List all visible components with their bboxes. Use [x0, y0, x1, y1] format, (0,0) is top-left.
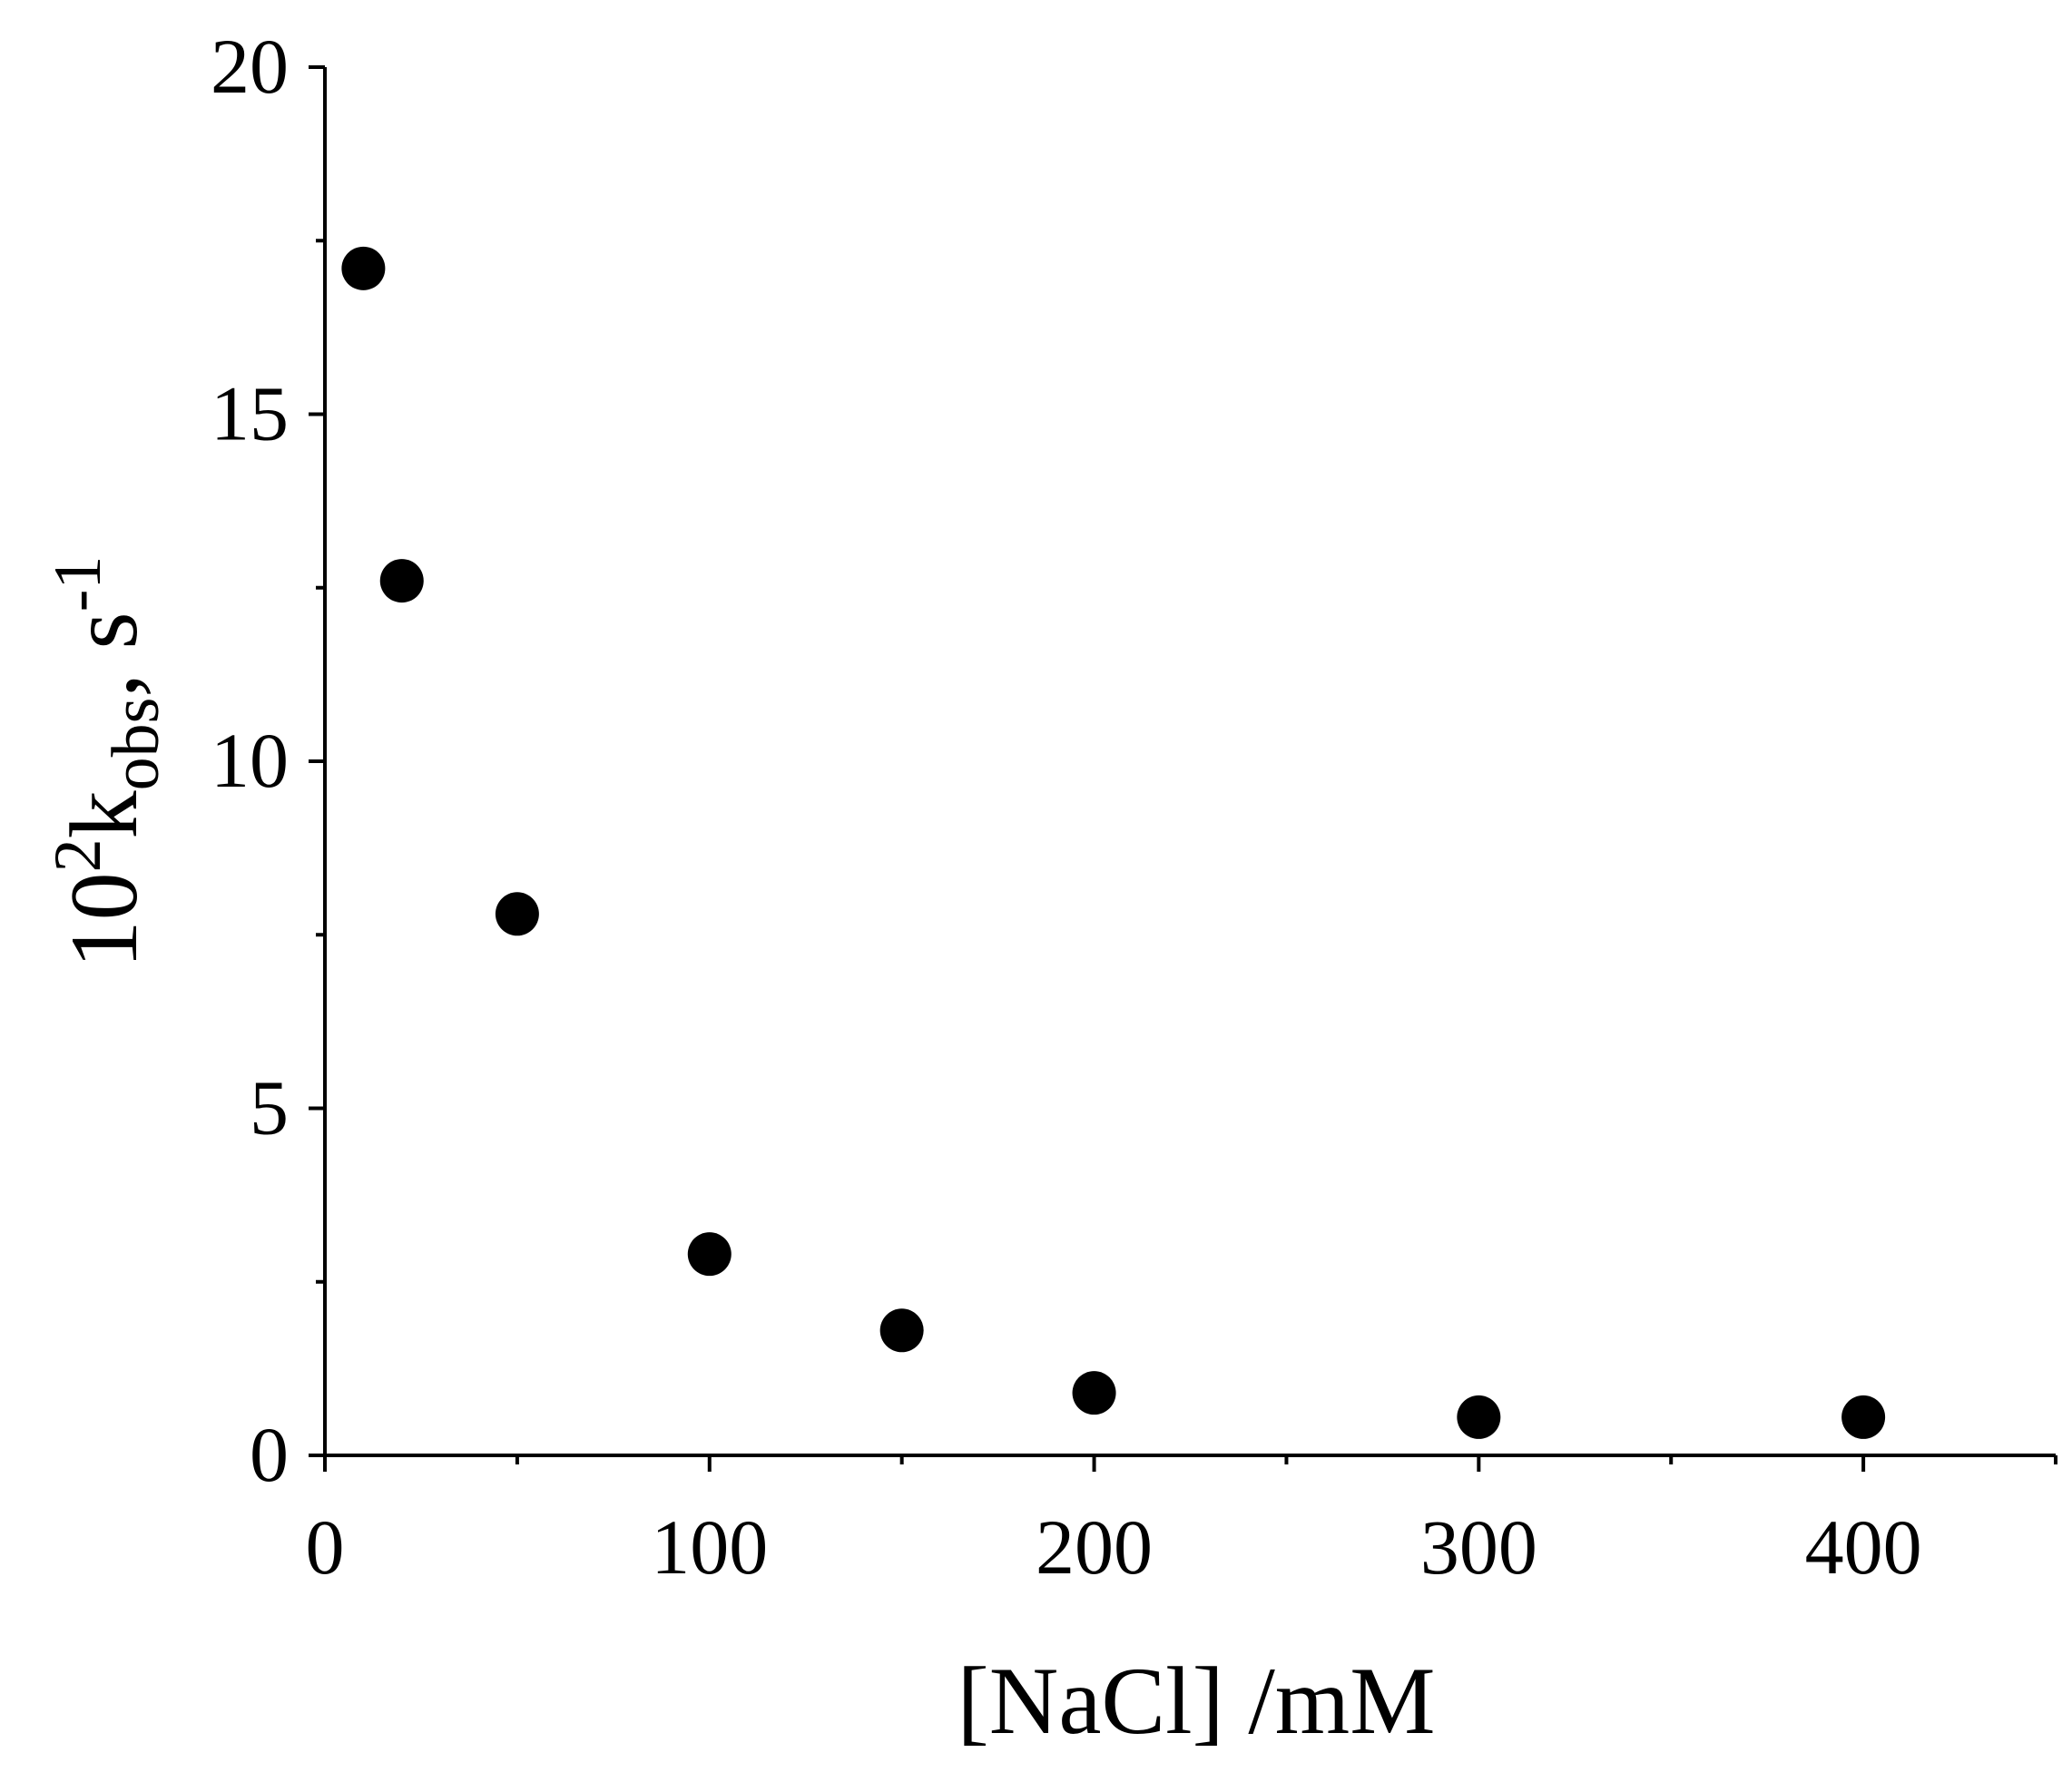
data-point: [687, 1232, 732, 1277]
data-point: [1841, 1395, 1886, 1439]
data-point: [1072, 1371, 1116, 1415]
y-axis-title-symbol: k: [51, 790, 157, 838]
data-point: [1457, 1395, 1501, 1439]
ticks: [309, 65, 2057, 1472]
x-tick-label: 200: [1036, 1503, 1153, 1591]
data-point: [379, 559, 424, 603]
y-tick-label: 5: [250, 1064, 289, 1151]
y-axis-title-unit-superscript: -1: [41, 556, 115, 612]
x-tick-label: 300: [1420, 1503, 1537, 1591]
x-tick-label: 0: [306, 1503, 345, 1591]
data-points: [341, 246, 1886, 1439]
axes: [323, 67, 2056, 1457]
y-tick-label: 15: [211, 370, 289, 457]
x-tick-label: 400: [1805, 1503, 1922, 1591]
data-point: [341, 246, 386, 290]
data-point: [879, 1308, 924, 1353]
tick-labels: 0 100 200 300 400 0 5 10 15 20: [211, 23, 1922, 1591]
data-point: [495, 892, 539, 936]
y-axis-title-symbol-subscript: obs: [99, 698, 173, 791]
x-axis-title: [NaCl] /mM: [957, 1648, 1436, 1754]
y-tick-label: 20: [211, 23, 289, 110]
y-axis-title-unit: s: [51, 612, 157, 649]
x-tick-label: 100: [651, 1503, 768, 1591]
y-axis-title-prefix-superscript: 2: [41, 838, 115, 872]
y-tick-label: 10: [211, 717, 289, 804]
y-tick-label: 0: [250, 1411, 289, 1498]
y-axis-title-prefix: 10: [51, 872, 157, 968]
y-axis-title-separator: ,: [51, 650, 157, 698]
y-axis-title: 102kobs, s-1: [41, 556, 173, 969]
